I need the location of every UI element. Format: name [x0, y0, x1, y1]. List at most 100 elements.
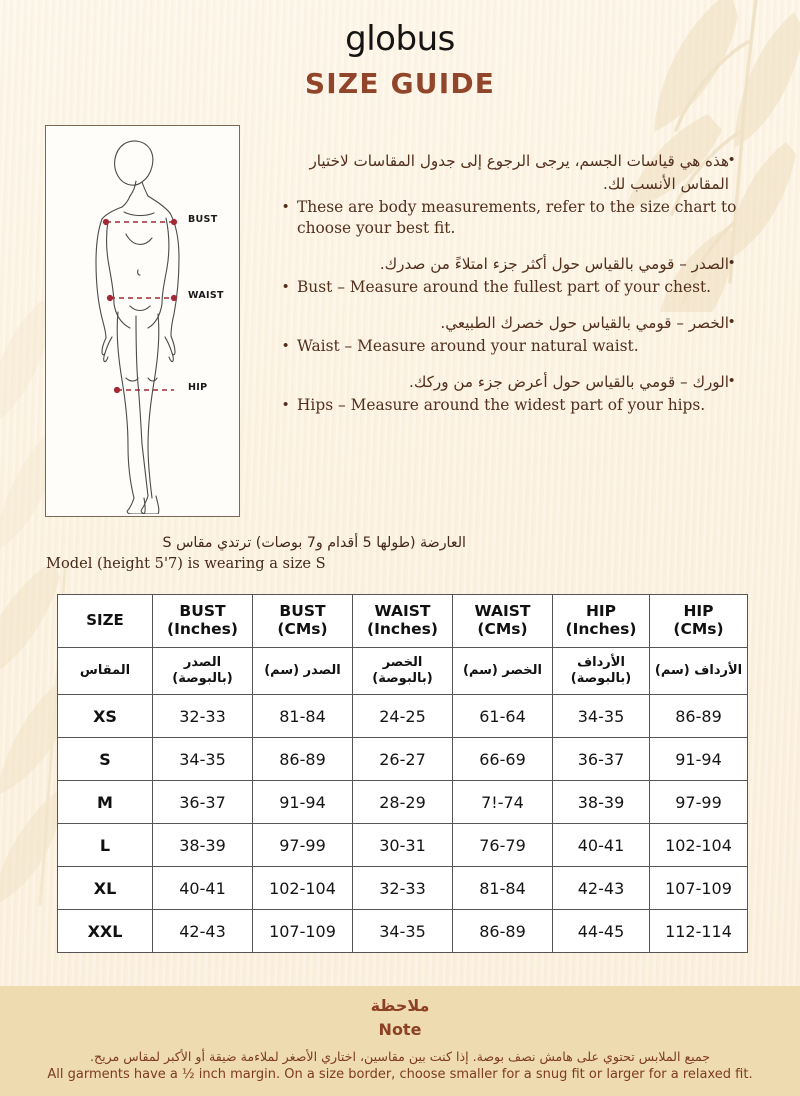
model-caption: العارضة (طولها 5 أقدام و7 بوصات) ترتدي م…	[46, 534, 466, 574]
model-caption-en: Model (height 5'7) is wearing a size S	[46, 555, 326, 573]
cell-size: XL	[57, 866, 153, 910]
measurement-instructions: • هذه هي قياسات الجسم، يرجى الرجوع إلى ج…	[283, 150, 743, 417]
bullet-bust-ar: • الصدر – قومي بالقياس حول أكثر جزء امتل…	[283, 253, 743, 276]
cell-bust-cm: 91-94	[252, 780, 353, 824]
bullet-marker: •	[283, 336, 289, 354]
cell-waist-in: 34-35	[352, 909, 453, 953]
table-row: XL 40-41 102-104 32-33 81-84 42-43 107-1…	[57, 866, 748, 910]
bullet-text-ar: هذه هي قياسات الجسم، يرجى الرجوع إلى جدو…	[309, 152, 729, 193]
cell-hip-cm: 97-99	[649, 780, 748, 824]
cell-hip-in: 44-45	[552, 909, 650, 953]
column-header-ar-hip-inches: الأرداف (بالبوصة)	[552, 647, 650, 695]
note-title-en: Note	[378, 1020, 422, 1039]
table-row: XS 32-33 81-84 24-25 61-64 34-35 86-89	[57, 694, 748, 738]
column-header-ar-waist-cms: الخصر (سم)	[452, 647, 553, 695]
table-header-row-en: SIZE BUST (Inches) BUST (CMs) WAIST (Inc…	[57, 594, 748, 648]
cell-size: L	[57, 823, 153, 867]
bullet-hips-en: • Hips – Measure around the widest part …	[283, 395, 743, 416]
bullet-intro-ar: • هذه هي قياسات الجسم، يرجى الرجوع إلى ج…	[283, 150, 743, 196]
column-header-bust-inches: BUST (Inches)	[152, 594, 253, 648]
cell-bust-in: 38-39	[152, 823, 253, 867]
table-row: L 38-39 97-99 30-31 76-79 40-41 102-104	[57, 823, 748, 867]
instruction-group-bust: • الصدر – قومي بالقياس حول أكثر جزء امتل…	[283, 253, 743, 298]
bullet-waist-ar: • الخصر – قومي بالقياس حول خصرك الطبيعي.	[283, 312, 743, 335]
bullet-hips-ar: • الورك – قومي بالقياس حول أعرض جزء من و…	[283, 371, 743, 394]
cell-bust-in: 40-41	[152, 866, 253, 910]
cell-waist-in: 30-31	[352, 823, 453, 867]
cell-hip-cm: 107-109	[649, 866, 748, 910]
column-header-bust-cms: BUST (CMs)	[252, 594, 353, 648]
bullet-marker: •	[729, 151, 735, 168]
cell-size: M	[57, 780, 153, 824]
cell-bust-cm: 97-99	[252, 823, 353, 867]
cell-waist-cm: 66-69	[452, 737, 553, 781]
column-header-waist-inches: WAIST (Inches)	[352, 594, 453, 648]
cell-hip-in: 40-41	[552, 823, 650, 867]
bullet-marker: •	[729, 254, 735, 272]
bullet-text-en: Bust – Measure around the fullest part o…	[297, 277, 712, 296]
note-body-en: All garments have a ½ inch margin. On a …	[47, 1067, 753, 1082]
cell-hip-cm: 86-89	[649, 694, 748, 738]
column-header-ar-bust-inches: الصدر (بالبوصة)	[152, 647, 253, 695]
model-caption-ar: العارضة (طولها 5 أقدام و7 بوصات) ترتدي م…	[162, 535, 466, 551]
column-header-ar-bust-cms: الصدر (سم)	[252, 647, 353, 695]
column-header-hip-cms: HIP (CMs)	[649, 594, 748, 648]
instruction-group-waist: • الخصر – قومي بالقياس حول خصرك الطبيعي.…	[283, 312, 743, 357]
cell-hip-in: 34-35	[552, 694, 650, 738]
bullet-text-ar: الخصر – قومي بالقياس حول خصرك الطبيعي.	[440, 314, 729, 333]
table-row: S 34-35 86-89 26-27 66-69 36-37 91-94	[57, 737, 748, 781]
size-chart-table: SIZE BUST (Inches) BUST (CMs) WAIST (Inc…	[57, 594, 748, 953]
body-measurement-diagram: BUST WAIST HIP	[45, 125, 240, 517]
figure-label-waist: WAIST	[188, 290, 224, 301]
bullet-marker: •	[729, 372, 735, 390]
bullet-marker: •	[283, 395, 289, 413]
figure-label-bust: BUST	[188, 214, 218, 225]
column-header-ar-size: المقاس	[57, 647, 153, 695]
cell-waist-in: 26-27	[352, 737, 453, 781]
cell-bust-cm: 102-104	[252, 866, 353, 910]
cell-hip-cm: 91-94	[649, 737, 748, 781]
cell-bust-cm: 86-89	[252, 737, 353, 781]
cell-bust-cm: 107-109	[252, 909, 353, 953]
table-header-row-ar: المقاس الصدر (بالبوصة) الصدر (سم) الخصر …	[57, 647, 748, 695]
column-header-ar-waist-inches: الخصر (بالبوصة)	[352, 647, 453, 695]
bullet-text-en: Waist – Measure around your natural wais…	[297, 336, 639, 355]
instruction-group-intro: • هذه هي قياسات الجسم، يرجى الرجوع إلى ج…	[283, 150, 743, 239]
cell-waist-cm: 76-79	[452, 823, 553, 867]
column-header-waist-cms: WAIST (CMs)	[452, 594, 553, 648]
cell-bust-in: 32-33	[152, 694, 253, 738]
cell-waist-in: 32-33	[352, 866, 453, 910]
cell-waist-in: 24-25	[352, 694, 453, 738]
cell-bust-in: 42-43	[152, 909, 253, 953]
cell-waist-cm: 7!-74	[452, 780, 553, 824]
cell-hip-in: 42-43	[552, 866, 650, 910]
size-chart-container: SIZE BUST (Inches) BUST (CMs) WAIST (Inc…	[57, 594, 748, 953]
cell-waist-cm: 86-89	[452, 909, 553, 953]
bullet-text-ar: الصدر – قومي بالقياس حول أكثر جزء امتلاء…	[379, 255, 729, 274]
cell-hip-cm: 102-104	[649, 823, 748, 867]
cell-size: XS	[57, 694, 153, 738]
bullet-text-en: These are body measurements, refer to th…	[297, 197, 737, 237]
cell-bust-in: 34-35	[152, 737, 253, 781]
page-title: SIZE GUIDE	[304, 66, 496, 100]
bullet-marker: •	[283, 197, 289, 215]
cell-waist-cm: 81-84	[452, 866, 553, 910]
column-header-ar-hip-cms: الأرداف (سم)	[649, 647, 748, 695]
column-header-size: SIZE	[57, 594, 153, 648]
brand-logo: globus	[345, 19, 455, 59]
cell-bust-in: 36-37	[152, 780, 253, 824]
cell-hip-cm: 112-114	[649, 909, 748, 953]
table-row: XXL 42-43 107-109 34-35 86-89 44-45 112-…	[57, 909, 748, 953]
page-header: globus SIZE GUIDE	[0, 19, 800, 100]
bullet-intro-en: • These are body measurements, refer to …	[283, 197, 743, 240]
instruction-group-hips: • الورك – قومي بالقياس حول أعرض جزء من و…	[283, 371, 743, 416]
figure-label-hip: HIP	[188, 382, 208, 393]
bullet-marker: •	[283, 277, 289, 295]
note-title-ar: ملاحظة	[370, 996, 430, 1015]
cell-hip-in: 38-39	[552, 780, 650, 824]
column-header-hip-inches: HIP (Inches)	[552, 594, 650, 648]
cell-bust-cm: 81-84	[252, 694, 353, 738]
bullet-bust-en: • Bust – Measure around the fullest part…	[283, 277, 743, 298]
note-section: ملاحظة Note جميع الملابس تحتوي على هامش …	[0, 986, 800, 1096]
